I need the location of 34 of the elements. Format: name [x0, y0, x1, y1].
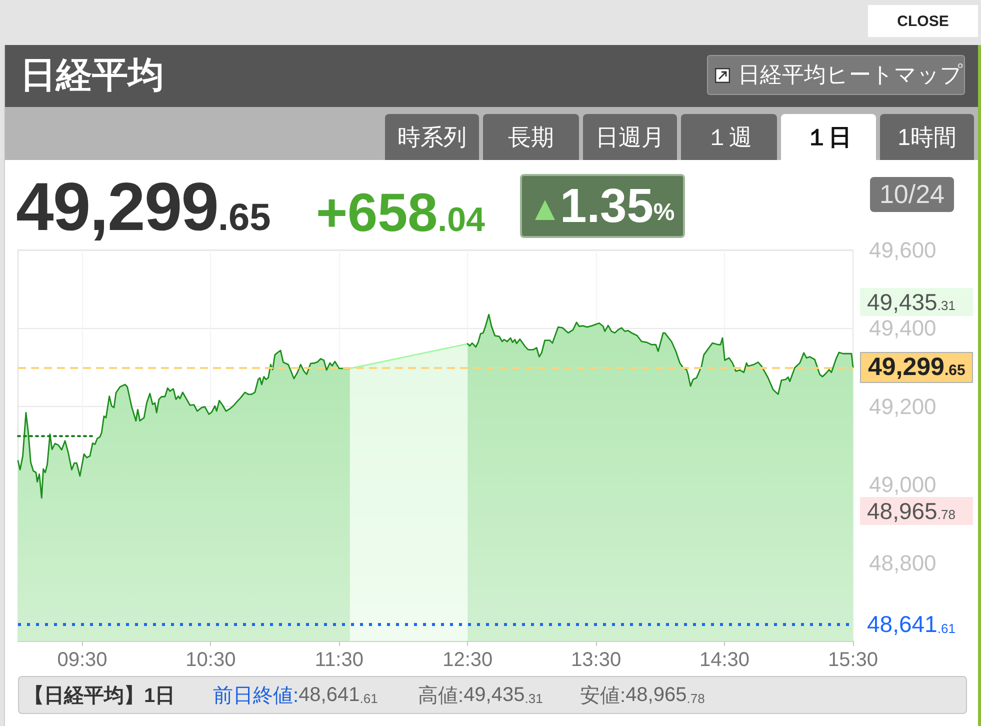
y-tick-label: 49,000 [869, 472, 936, 498]
price-tag: 49,299.65 [860, 352, 974, 383]
price-tag: 49,435.31 [860, 288, 973, 316]
text: 高値:49,435.31 [418, 682, 543, 708]
ref-line-label: 48,641.61 [867, 611, 956, 638]
text: 安値:48,965.78 [580, 682, 705, 708]
text: 49,299.65 [16, 169, 271, 245]
x-tick-label: 13:30 [571, 649, 622, 671]
chart-title: 日経平均 [20, 53, 164, 97]
tab[interactable]: １日 [781, 114, 876, 160]
x-tick-label: 11:30 [314, 649, 364, 671]
tab[interactable]: １週 [681, 114, 777, 160]
text: +658.04 [316, 183, 485, 243]
tab[interactable]: 長期 [483, 114, 579, 160]
x-tick-label: 12:30 [442, 649, 493, 671]
close-button[interactable]: CLOSE [868, 5, 978, 37]
x-tick-label: 15:30 [828, 649, 878, 671]
ref-line-label: 49,299.65 [868, 352, 966, 382]
heatmap-button[interactable]: 日経平均ヒートマップ [707, 55, 965, 95]
tab[interactable]: 日週月 [583, 114, 677, 160]
price-tag: 48,965.78 [860, 497, 973, 525]
y-tick-label: 49,600 [869, 238, 936, 262]
x-tick-label: 10:30 [186, 649, 236, 671]
tab[interactable]: 時系列 [385, 114, 479, 160]
date-badge: 10/24 [870, 177, 954, 212]
y-tick-label: 49,200 [869, 394, 936, 419]
y-tick-label: 48,800 [869, 550, 936, 576]
text: 【日経平均】1日 [24, 684, 176, 708]
change-badge: 1.35% [520, 174, 685, 238]
tab[interactable]: 1時間 [880, 114, 974, 160]
y-tick-label: 49,400 [869, 316, 936, 341]
x-tick-label: 09:30 [57, 649, 108, 671]
text: 前日終値:48,641.61 [213, 682, 378, 708]
x-tick-label: 14:30 [700, 649, 750, 671]
